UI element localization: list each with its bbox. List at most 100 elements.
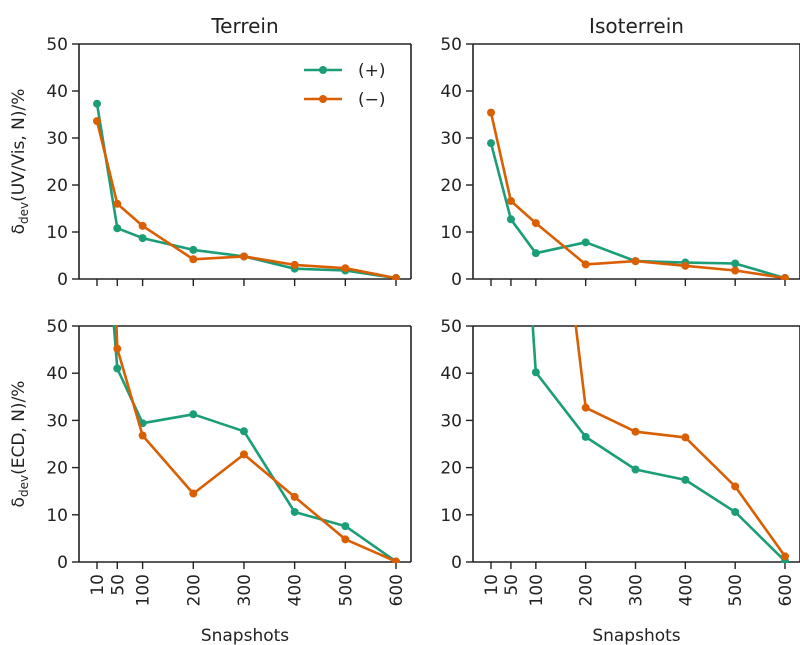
data-point — [392, 557, 400, 563]
data-point — [138, 221, 147, 230]
data-point — [731, 507, 740, 516]
x-tick-label: 100 — [527, 574, 547, 606]
x-tick-label: 500 — [726, 574, 746, 606]
data-point — [239, 427, 248, 436]
x-tick-label: 200 — [184, 574, 204, 606]
legend-entry-minus: (−) — [304, 90, 386, 110]
data-point — [239, 450, 248, 459]
data-point — [487, 139, 495, 148]
plot-area — [487, 108, 789, 280]
y-tick-label: 40 — [440, 364, 462, 384]
y-tick-label: 20 — [440, 459, 462, 479]
legend-entry-plus: (+) — [304, 61, 386, 81]
y-tick-label: 20 — [440, 176, 462, 196]
data-point — [113, 344, 122, 353]
y-tick-label: 30 — [46, 411, 68, 431]
y-axis-label: δdev(UV/Vis, N)/% — [9, 89, 31, 235]
panel-2: Isoterrein 0 10 20 30 40 50 — [440, 14, 800, 290]
y-tick-label: 20 — [46, 459, 68, 479]
data-point — [531, 368, 540, 377]
y-tick-label: 30 — [46, 129, 68, 149]
panel-title: Isoterrein — [589, 14, 684, 38]
x-tick-label: 50 — [502, 574, 522, 596]
data-point — [93, 117, 101, 126]
x-tick-label: 400 — [676, 574, 696, 606]
data-point — [138, 234, 147, 243]
data-point — [731, 259, 740, 268]
plot-area — [112, 325, 400, 563]
y-tick-label: 30 — [440, 411, 462, 431]
x-axis-label: Snapshots — [201, 626, 289, 645]
data-point — [781, 274, 789, 280]
x-tick-label: 100 — [134, 574, 154, 606]
data-point — [189, 245, 198, 254]
data-point — [531, 219, 540, 228]
data-point — [93, 99, 101, 108]
y-tick-label: 0 — [451, 553, 462, 573]
x-tick-label: 600 — [387, 574, 407, 606]
data-point — [581, 238, 590, 247]
x-tick-label: 50 — [108, 574, 128, 596]
data-point — [341, 535, 350, 544]
data-point — [392, 274, 400, 280]
data-point — [681, 433, 690, 442]
y-tick-label: 10 — [440, 506, 462, 526]
series-line-plus — [112, 325, 397, 563]
data-point — [506, 215, 515, 224]
data-point — [487, 108, 495, 117]
data-point — [581, 432, 590, 441]
legend-marker — [319, 95, 327, 103]
y-tick-label: 50 — [440, 35, 462, 55]
x-tick-label: 300 — [627, 574, 647, 606]
series-line-minus — [115, 325, 397, 563]
y-tick-label: 40 — [440, 82, 462, 102]
y-tick-label: 50 — [46, 317, 68, 337]
data-point — [113, 364, 122, 373]
data-point — [113, 224, 122, 233]
data-point — [341, 522, 350, 531]
x-tick-label: 600 — [776, 574, 796, 606]
y-tick-label: 40 — [46, 364, 68, 384]
data-point — [681, 261, 690, 270]
data-point — [731, 482, 740, 491]
data-point — [581, 260, 590, 269]
y-tick-label: 0 — [57, 553, 68, 573]
data-point — [290, 492, 299, 501]
x-tick-label: 10 — [88, 574, 108, 596]
panel-title: Terrein — [210, 14, 278, 38]
plot-area — [531, 325, 789, 563]
series-line-plus — [489, 142, 786, 280]
data-point — [341, 264, 350, 273]
legend-label: (−) — [358, 90, 386, 110]
data-point — [781, 552, 789, 561]
y-tick-label: 0 — [57, 270, 68, 290]
y-tick-label: 30 — [440, 129, 462, 149]
y-tick-label: 10 — [46, 223, 68, 243]
x-tick-label: 500 — [336, 574, 356, 606]
panel-1: Terrein 0 10 20 30 40 50 δdev(UV/Vis, N)/% (+) (−… — [9, 14, 412, 290]
data-point — [290, 507, 299, 516]
data-point — [506, 196, 515, 205]
data-point — [581, 403, 590, 412]
data-point — [631, 257, 640, 266]
series-line-plus — [531, 325, 786, 563]
data-point — [113, 199, 122, 208]
y-tick-label: 40 — [46, 82, 68, 102]
data-point — [189, 489, 198, 498]
data-point — [631, 427, 640, 436]
series-line-plus — [95, 103, 397, 280]
plot-area — [93, 99, 400, 280]
x-tick-label: 300 — [235, 574, 255, 606]
x-axis-label: Snapshots — [592, 626, 680, 645]
y-tick-label: 10 — [46, 506, 68, 526]
data-point — [189, 410, 198, 419]
series-line-minus — [574, 325, 787, 558]
y-axis-label: δdev(ECD, N)/% — [9, 381, 31, 508]
y-tick-label: 50 — [46, 35, 68, 55]
legend-marker — [319, 66, 327, 74]
legend-label: (+) — [358, 61, 386, 81]
data-point — [631, 465, 640, 474]
